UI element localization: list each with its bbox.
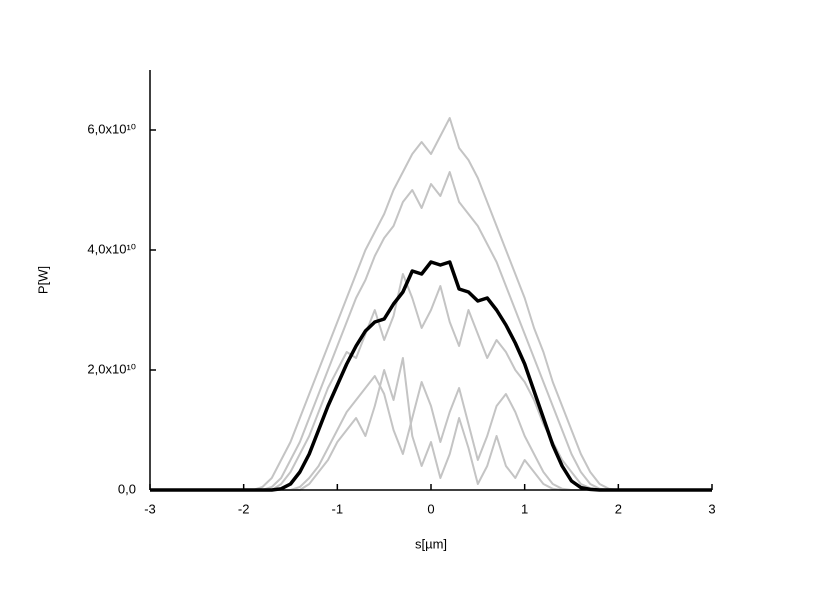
y-tick-label: 4,0x10¹⁰ <box>87 241 136 256</box>
data-line <box>150 171 712 491</box>
data-line <box>150 273 712 491</box>
data-line <box>150 375 712 491</box>
x-tick-label: -1 <box>332 501 344 516</box>
x-tick-label: -2 <box>238 501 250 516</box>
x-tick-label: 1 <box>521 501 528 516</box>
x-tick-label: 0 <box>427 501 434 516</box>
y-tick-label: 6,0x10¹⁰ <box>87 121 136 136</box>
x-tick-label: 2 <box>615 501 622 516</box>
data-line <box>150 260 712 492</box>
data-line <box>150 357 712 491</box>
x-tick-label: -3 <box>144 501 156 516</box>
data-line <box>150 117 712 491</box>
x-axis-label: s[µm] <box>415 536 447 551</box>
x-tick-label: 3 <box>708 501 715 516</box>
y-tick-label: 0,0 <box>118 481 136 496</box>
y-axis-label: P[W] <box>35 266 50 294</box>
y-tick-label: 2,0x10¹⁰ <box>87 361 136 376</box>
